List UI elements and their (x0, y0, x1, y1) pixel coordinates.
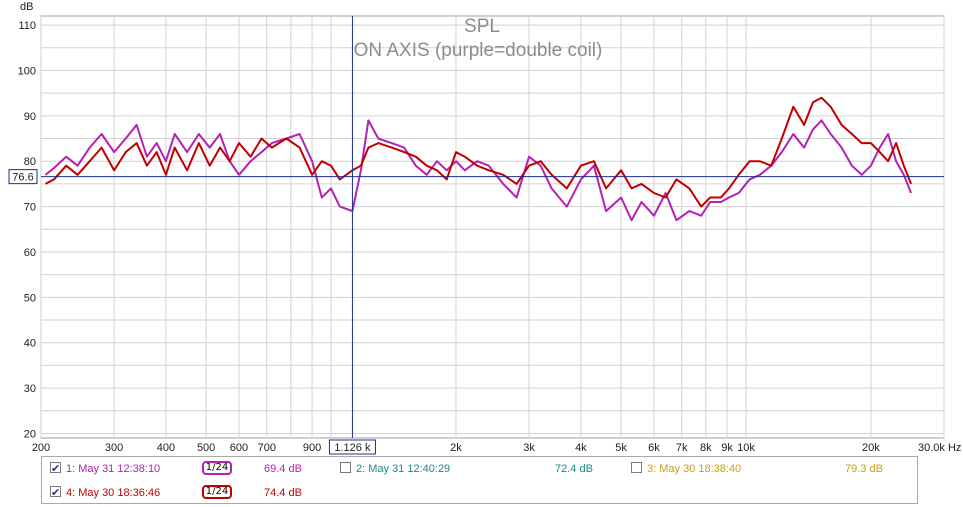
series-line-1 (44, 119, 913, 222)
x-tick-label: 4k (575, 442, 587, 454)
checkbox-4[interactable]: ✔ (50, 486, 61, 499)
y-axis-unit: dB (20, 1, 33, 13)
check-mark-icon: ✔ (51, 487, 61, 499)
checkbox-3[interactable] (631, 462, 642, 473)
y-tick-label: 50 (24, 292, 36, 304)
y-tick-label: 110 (18, 20, 36, 32)
check-mark-icon: ✔ (51, 463, 61, 475)
x-tick-label: 20k (862, 442, 880, 454)
x-tick-label: 8k (700, 442, 712, 454)
cursor-y-readout-box (8, 169, 38, 185)
checkbox-2[interactable] (340, 462, 351, 473)
measurement-name-1: 1: May 31 12:38:10 (66, 463, 161, 475)
y-tick-label: 40 (24, 338, 36, 350)
y-tick-label: 100 (18, 65, 36, 77)
smoothing-button-4[interactable]: 1/24 (202, 485, 232, 499)
x-tick-label: 5k (615, 442, 627, 454)
x-tick-label: 3k (523, 442, 535, 454)
spl-chart[interactable]: 20 30 40 50 60 70 80 90 100 110 200 300 400 500 600 70… (0, 0, 963, 455)
x-axis-labels: 200 300 400 500 600 700 900 2k 3k 4k 5k 6k 7k 8k 9k 10k… (32, 442, 962, 454)
y-tick-label: 30 (24, 383, 36, 395)
x-tick-label: 2k (450, 442, 462, 454)
x-tick-label: 9k (721, 442, 733, 454)
plot-area[interactable] (40, 15, 945, 439)
measurement-value-4: 74.4 dB (264, 487, 302, 499)
x-tick-label: 900 (303, 442, 321, 454)
x-tick-label: 300 (105, 442, 123, 454)
x-tick-label: 600 (230, 442, 248, 454)
y-tick-label: 70 (24, 202, 36, 214)
y-tick-label: 20 (24, 428, 36, 440)
series-line-2 (45, 96, 913, 208)
chart-title: SPL (464, 16, 500, 37)
x-tick-label: 700 (258, 442, 276, 454)
chart-subtitle: ON AXIS (purple=double coil) (354, 40, 603, 61)
measurement-value-1: 69.4 dB (264, 463, 302, 475)
cursor-y-readout: 76.6 (12, 172, 33, 184)
cursor-x-readout-box (328, 439, 376, 455)
measurement-value-2: 72.4 dB (555, 463, 593, 475)
measurement-value-3: 79.3 dB (845, 463, 883, 475)
measurement-name-2: 2: May 31 12:40:29 (356, 463, 451, 475)
x-tick-label: 6k (648, 442, 660, 454)
cursor-x-readout: 1.126 k (334, 442, 371, 454)
legend-panel: ✔ 1: May 31 12:38:10 1/24 69.4 dB 2: May… (41, 456, 918, 504)
x-tick-label: 10k (737, 442, 755, 454)
x-tick-label: 30.0k Hz (918, 442, 961, 454)
measurement-name-4: 4: May 30 18:36:46 (66, 487, 161, 499)
y-tick-label: 90 (24, 111, 36, 123)
y-tick-label: 60 (24, 247, 36, 259)
series-lines (44, 96, 913, 222)
cursor[interactable]: 76.6 1.126 k (8, 16, 944, 455)
x-tick-label: 400 (157, 442, 175, 454)
y-tick-label: 80 (24, 156, 36, 168)
x-tick-label: 200 (32, 442, 50, 454)
x-tick-label: 7k (676, 442, 688, 454)
checkbox-1[interactable]: ✔ (50, 462, 61, 475)
y-axis-labels: 20 30 40 50 60 70 80 90 100 110 (18, 20, 36, 440)
smoothing-button-1[interactable]: 1/24 (202, 461, 232, 475)
measurement-name-3: 3: May 30 18:38:40 (647, 463, 742, 475)
x-tick-label: 500 (197, 442, 215, 454)
grid (40, 16, 945, 438)
